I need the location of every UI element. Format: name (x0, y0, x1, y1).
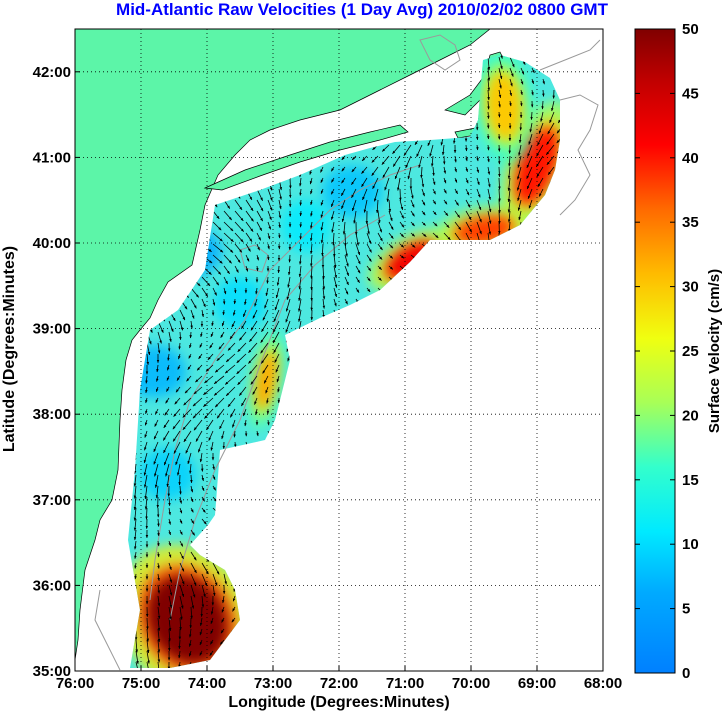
colorbar-tick-label: 40 (682, 150, 699, 167)
x-tick-label: 70:00 (452, 675, 490, 692)
colorbar-label: Surface Velocity (cm/s) (706, 268, 723, 434)
y-axis-label: Latitude (Degrees:Minutes) (1, 245, 18, 453)
bathymetry-contours (94, 34, 601, 671)
colorbar-tick-label: 35 (682, 214, 699, 231)
y-tick-label: 38:00 (33, 406, 71, 423)
chart-title: Mid-Atlantic Raw Velocities (1 Day Avg) … (116, 0, 608, 19)
colorbar-tick-label: 45 (682, 85, 699, 102)
land-mainland (75, 29, 491, 661)
x-tick-label: 69:00 (518, 675, 556, 692)
x-tick-label: 73:00 (254, 675, 292, 692)
colorbar (634, 28, 676, 674)
x-tick-label: 71:00 (386, 675, 424, 692)
x-tick-label: 76:00 (56, 675, 94, 692)
colorbar-tick-label: 30 (682, 279, 699, 296)
colorbar-tick-label: 50 (682, 21, 699, 38)
colorbar-tick-label: 0 (682, 665, 690, 682)
y-tick-label: 41:00 (33, 149, 71, 166)
y-tick-label: 42:00 (33, 64, 71, 81)
colorbar-tick-label: 5 (682, 601, 690, 618)
y-tick-label: 37:00 (33, 492, 71, 509)
x-tick-label: 74:00 (188, 675, 226, 692)
x-axis-label: Longitude (Degrees:Minutes) (228, 694, 450, 711)
y-tick-label: 36:00 (33, 577, 71, 594)
x-ticks: 76:00 75:00 74:00 73:00 72:00 71:00 70:00 69:00… (56, 666, 622, 692)
x-tick-label: 75:00 (122, 675, 160, 692)
colorbar-tick-label: 15 (682, 472, 699, 489)
x-tick-label: 68:00 (584, 675, 622, 692)
x-tick-label: 72:00 (320, 675, 358, 692)
colorbar-tick-label: 20 (682, 407, 699, 424)
colorbar-tick-label: 25 (682, 343, 699, 360)
y-tick-label: 40:00 (33, 235, 71, 252)
grid-lines (75, 29, 603, 671)
y-tick-label: 39:00 (33, 321, 71, 338)
colorbar-ticks: 0 5 10 15 20 25 30 35 40 45 50 (635, 21, 699, 682)
colorbar-tick-label: 10 (682, 536, 699, 553)
y-ticks: 35:00 36:00 37:00 38:00 39:00 40:00 41:00 42:00 (33, 64, 80, 680)
y-tick-label: 35:00 (33, 663, 71, 680)
